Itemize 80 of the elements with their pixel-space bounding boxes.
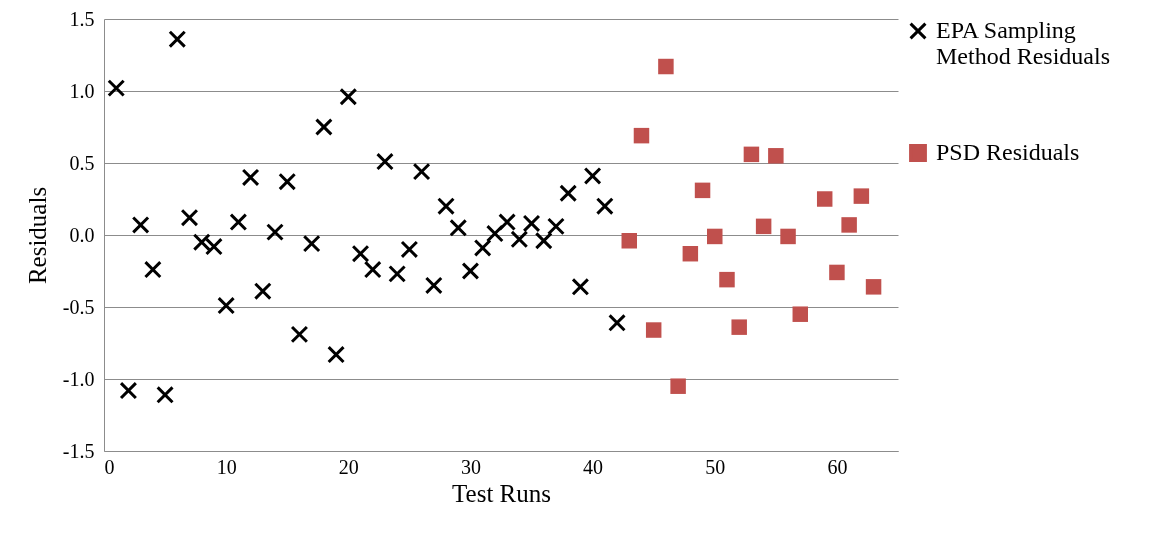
point <box>755 218 772 235</box>
y-tick-label: 1.0 <box>69 79 95 102</box>
point <box>559 184 578 203</box>
y-tick-label: 0.0 <box>69 223 95 246</box>
point <box>743 146 760 163</box>
point <box>351 244 370 263</box>
point <box>485 224 504 243</box>
point <box>841 217 857 233</box>
point <box>461 262 480 280</box>
point <box>107 79 126 98</box>
point <box>449 218 468 237</box>
point <box>658 58 674 75</box>
point <box>694 182 711 199</box>
point <box>473 239 492 257</box>
y-axis-title: Residuals <box>23 186 51 285</box>
point <box>314 118 333 136</box>
point <box>205 237 223 256</box>
x-tick-label: 20 <box>338 455 359 478</box>
point <box>278 172 297 191</box>
point <box>510 230 529 249</box>
point <box>143 260 162 279</box>
point <box>731 319 747 335</box>
point <box>241 168 260 187</box>
point <box>829 264 845 281</box>
point <box>645 322 662 338</box>
point <box>816 191 833 207</box>
point <box>424 276 443 295</box>
y-tick-label: -1.5 <box>62 439 95 462</box>
point <box>621 233 638 249</box>
point <box>192 233 211 252</box>
point <box>547 217 565 236</box>
point <box>229 213 248 231</box>
legend-label: PSD Residuals <box>936 139 1080 165</box>
y-tick-label: -1.0 <box>62 367 95 390</box>
point <box>792 306 809 322</box>
point <box>571 277 590 296</box>
point <box>119 381 138 400</box>
point <box>633 127 650 144</box>
point <box>670 378 686 394</box>
x-tick-label: 50 <box>705 455 726 478</box>
point <box>327 345 346 364</box>
point <box>780 228 796 245</box>
point <box>608 313 626 332</box>
point <box>583 167 602 185</box>
point <box>302 234 321 253</box>
x-tick-label: 60 <box>827 455 848 478</box>
point <box>853 188 870 204</box>
point <box>168 30 187 49</box>
point <box>534 231 553 250</box>
point <box>339 87 358 106</box>
x-tick-label: 10 <box>216 455 237 478</box>
y-tick-label: 1.5 <box>69 7 95 30</box>
point <box>865 279 882 295</box>
point <box>180 208 199 227</box>
point <box>266 223 284 242</box>
point <box>498 213 517 231</box>
point <box>412 162 431 181</box>
point <box>437 197 455 216</box>
x-tick-label: 40 <box>583 455 604 478</box>
point <box>522 214 541 233</box>
point <box>595 197 614 216</box>
point <box>290 325 309 344</box>
x-tick-label: 30 <box>460 455 481 478</box>
point <box>376 152 394 171</box>
point <box>707 228 723 245</box>
x-tick-label: 0 <box>104 455 115 478</box>
point <box>768 148 784 164</box>
point <box>253 282 272 301</box>
x-axis-title: Test Runs <box>452 479 551 507</box>
point <box>682 245 699 262</box>
point <box>719 271 735 288</box>
point <box>131 216 150 234</box>
y-tick-label: 0.5 <box>69 151 95 174</box>
y-tick-label: -0.5 <box>62 295 95 318</box>
legend-label: EPA Sampling Method Residuals <box>936 17 1110 69</box>
point <box>388 264 407 283</box>
point <box>363 260 382 279</box>
point <box>156 385 174 404</box>
point <box>400 240 419 259</box>
point <box>217 296 236 315</box>
